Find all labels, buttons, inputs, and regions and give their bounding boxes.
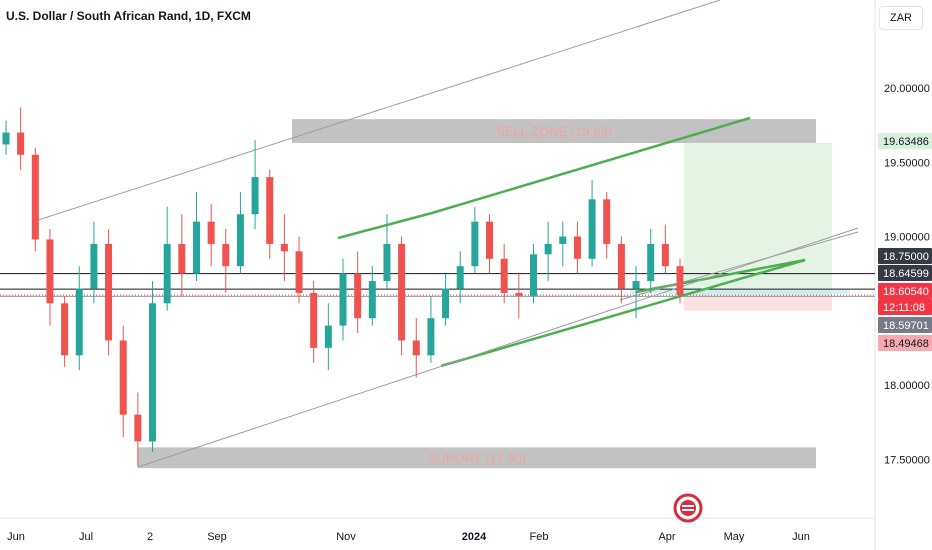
candle-body	[442, 288, 450, 319]
y-tick-label: 20.00000	[884, 83, 930, 95]
price-label-text: 12:11:08	[883, 302, 925, 314]
price-label-bg	[878, 265, 932, 281]
candle-body	[178, 243, 186, 274]
candle-body	[280, 243, 288, 252]
trendline	[440, 258, 806, 368]
price-label-bg	[878, 317, 932, 333]
x-tick-label: Nov	[336, 531, 356, 543]
price-label-text: 18.60540	[883, 286, 929, 298]
price-label-text: 18.75000	[883, 251, 929, 263]
price-label-bg	[878, 133, 932, 149]
candle-body	[632, 281, 640, 289]
candle-body	[149, 303, 157, 442]
candle-body	[559, 236, 567, 244]
y-tick-label: 19.00000	[884, 232, 930, 244]
candle-body	[192, 221, 200, 274]
candle-body	[383, 243, 391, 282]
price-label-text: 18.64599	[883, 268, 929, 280]
price-label-bg	[878, 299, 932, 315]
cyan-band	[630, 289, 850, 294]
candle-body	[427, 318, 435, 356]
x-tick-label: Jun	[7, 531, 25, 543]
candle-body	[398, 243, 406, 341]
candle-body	[544, 243, 552, 255]
candle-body	[266, 177, 274, 244]
zone-box	[138, 447, 816, 469]
candle-body	[236, 214, 244, 267]
x-tick-label: 2	[147, 531, 153, 543]
x-tick-label: Jun	[792, 531, 810, 543]
candle-body	[119, 340, 127, 415]
x-tick-label: 2024	[462, 531, 487, 543]
candle-body	[500, 258, 508, 293]
candle-body	[354, 273, 362, 319]
trendline	[31, 0, 721, 223]
price-label-text: 18.59701	[883, 320, 929, 332]
candle-body	[2, 132, 10, 145]
x-tick-label: Apr	[658, 531, 675, 543]
candle-body	[31, 154, 39, 240]
candle-body	[368, 281, 376, 319]
zone-label: SUPORT (17.50)	[428, 451, 527, 466]
candle-body	[324, 325, 332, 348]
trendline	[137, 227, 859, 468]
candle-body	[339, 273, 347, 326]
candle-body	[75, 288, 83, 356]
x-tick-label: Sep	[207, 531, 227, 543]
price-label-text: 19.63486	[883, 136, 929, 148]
tradingview-logo	[673, 493, 703, 523]
x-tick-label: Feb	[530, 531, 549, 543]
price-label-bg	[878, 283, 932, 299]
trendline	[619, 231, 859, 301]
trendline	[431, 116, 751, 215]
position-profit-zone	[684, 142, 832, 296]
candle-body	[588, 199, 596, 259]
candle-body	[647, 243, 655, 282]
candle-body	[412, 340, 420, 356]
candle-body	[90, 243, 98, 289]
candle-body	[471, 221, 479, 267]
candle-body	[515, 292, 523, 296]
candle-body	[573, 236, 581, 259]
candle-body	[105, 243, 113, 341]
y-tick-label: 17.50000	[884, 454, 930, 466]
candle-body	[251, 177, 259, 215]
price-label-text: 18.49468	[883, 338, 929, 350]
zone-label: SELL ZONE (19.63)	[496, 124, 612, 139]
candle-body	[676, 266, 684, 296]
candle-body	[295, 251, 303, 293]
x-tick-label: May	[724, 531, 745, 543]
candle-body	[456, 266, 464, 289]
price-label-bg	[878, 335, 932, 351]
candle-body	[617, 243, 625, 289]
candle-body	[222, 243, 230, 267]
candle-body	[486, 221, 494, 259]
candle-body	[17, 132, 25, 155]
candle-body	[163, 243, 171, 304]
y-tick-label: 19.50000	[884, 157, 930, 169]
price-label-bg	[878, 248, 932, 264]
candle-body	[529, 254, 537, 296]
candle-body	[207, 221, 215, 244]
candle-body	[46, 239, 54, 304]
y-tick-label: 18.00000	[884, 380, 930, 392]
x-tick-label: Jul	[79, 531, 93, 543]
candle-body	[603, 199, 611, 244]
trendline	[337, 211, 433, 240]
currency-selector[interactable]: ZAR	[879, 6, 923, 30]
candle-body	[661, 243, 669, 267]
trendline	[635, 258, 806, 294]
candle-body	[310, 292, 318, 348]
chart-title: U.S. Dollar / South African Rand, 1D, FX…	[6, 9, 251, 23]
candle-body	[61, 303, 69, 356]
position-loss-zone	[684, 295, 832, 311]
candle-body	[134, 414, 142, 442]
